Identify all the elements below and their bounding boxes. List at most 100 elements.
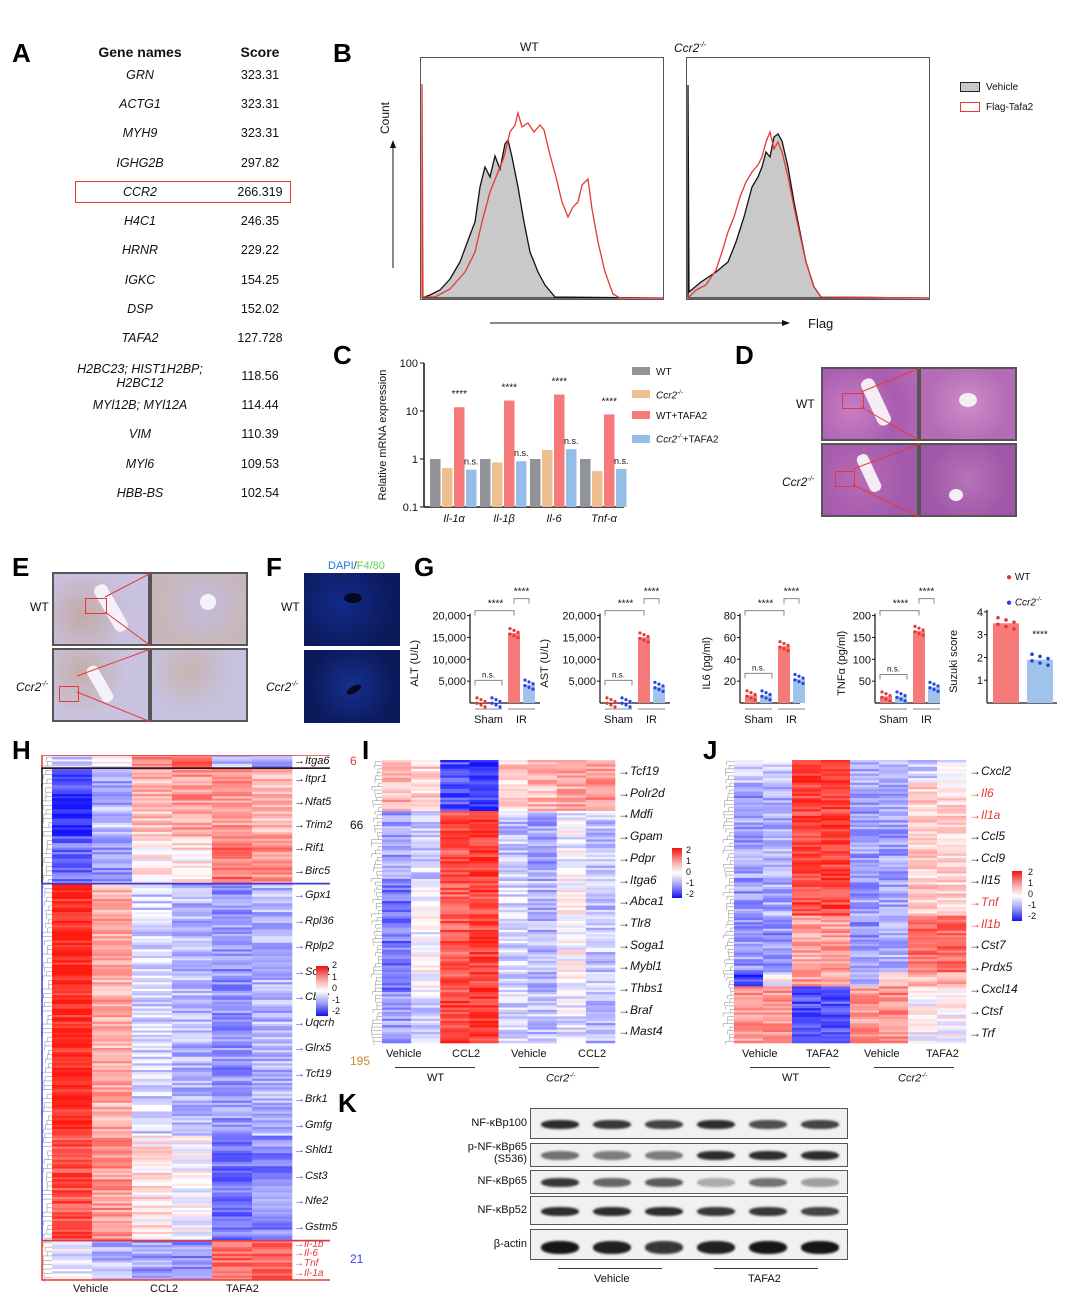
bar: [508, 633, 520, 703]
heatmap-cell: [252, 892, 293, 895]
heatmap-cell: [792, 849, 822, 852]
heatmap-cell: [212, 940, 253, 944]
heatmap-cell: [52, 1148, 93, 1152]
heatmap-cell: [212, 1238, 253, 1241]
heatmap-cell: [411, 934, 441, 937]
heatmap-cell: [92, 973, 133, 976]
zoom-box-icon: [835, 471, 855, 487]
heatmap-cell: [527, 972, 558, 975]
heatmap-cell: [132, 1124, 173, 1128]
heatmap-cell: [52, 1144, 93, 1147]
heatmap-cell: [382, 863, 412, 867]
heatmap-cell: [92, 798, 133, 801]
heatmap-cell: [92, 881, 133, 884]
heatmap-cell: [52, 1098, 93, 1101]
heatmap-cell: [132, 1216, 173, 1220]
heatmap-cell: [850, 954, 880, 958]
gene-label: →Itga6: [294, 754, 330, 767]
heatmap-cell: [132, 1238, 173, 1241]
heatmap-cell: [469, 867, 499, 871]
heatmap-cell: [132, 807, 173, 810]
heatmap-cell: [763, 939, 793, 943]
heatmap-cell: [469, 1011, 499, 1015]
heatmap-cell: [763, 900, 793, 903]
heatmap-cell: [498, 810, 528, 814]
table-row: MYH9 323.31: [60, 119, 300, 148]
heatmap-cell: [411, 795, 441, 798]
heatmap-cell: [440, 828, 470, 831]
heatmap-cell: [821, 798, 851, 801]
heatmap-cell: [908, 913, 938, 916]
heatmap-cell: [498, 969, 528, 973]
heatmap-cell: [132, 1118, 173, 1121]
arrow-icon: →: [969, 938, 981, 953]
heatmap-cell: [132, 1054, 173, 1058]
heatmap-cell: [469, 952, 499, 955]
gene-label: →Ccl5: [969, 829, 1006, 844]
heatmap-cell: [172, 1124, 213, 1128]
heatmap-cell: [469, 992, 499, 995]
heatmap-cell: [792, 773, 822, 777]
heatmap-cell: [252, 1010, 293, 1014]
heatmap-cell: [172, 787, 213, 791]
sig-bracket: [918, 598, 935, 604]
heatmap-cell: [92, 1269, 133, 1272]
heatmap-cell: [252, 1155, 293, 1158]
heatmap-cell: [411, 832, 441, 836]
heatmap-cell: [763, 846, 793, 850]
heatmap-cell: [908, 935, 938, 938]
heatmap-cell: [440, 952, 470, 955]
heatmap-cell: [792, 984, 822, 987]
heatmap-cell: [821, 904, 851, 908]
heatmap-cell: [172, 1122, 213, 1125]
heatmap-cell: [585, 887, 616, 891]
heatmap-cell: [850, 900, 880, 903]
heatmap-cell: [821, 826, 851, 830]
heatmap-cell: [734, 853, 764, 857]
heatmap-cell: [440, 775, 470, 779]
heatmap-cell: [252, 1234, 293, 1237]
heatmap-cell: [850, 961, 880, 964]
heatmap-cell: [498, 819, 528, 823]
heatmap-cell: [252, 861, 293, 864]
heatmap-cell: [585, 927, 616, 931]
heatmap-cell: [821, 766, 851, 770]
heatmap-cell: [763, 1016, 793, 1020]
heatmap-cell: [469, 835, 499, 838]
heatmap-cell: [527, 1003, 558, 1006]
heatmap-cell: [440, 852, 470, 856]
heatmap-cell: [411, 963, 441, 966]
heatmap-cell: [908, 999, 938, 1002]
heatmap-cell: [763, 988, 793, 992]
heatmap-cell: [792, 844, 822, 848]
heatmap-cell: [498, 905, 528, 909]
heatmap-cell: [763, 864, 793, 868]
heatmap-cell: [498, 1016, 528, 1019]
heatmap-cell: [212, 990, 253, 994]
heatmap-cell: [172, 1135, 213, 1139]
heatmap-cell: [469, 859, 499, 862]
heatmap-cell: [252, 1148, 293, 1152]
heatmap-cell: [172, 1188, 213, 1191]
heatmap-cell: [92, 949, 133, 952]
heatmap-cell: [763, 771, 793, 774]
heatmap-cell: [498, 1040, 528, 1044]
heatmap-cell: [469, 808, 499, 812]
heatmap-cell: [908, 842, 938, 846]
data-point: [609, 703, 613, 707]
heatmap-cell: [411, 985, 441, 988]
heatmap-cell: [52, 1076, 93, 1079]
heatmap-cell: [556, 1007, 587, 1011]
heatmap-cell: [132, 1037, 173, 1040]
heatmap-cell: [92, 1028, 133, 1031]
i-group-ccr2: Ccr2-/-: [546, 1072, 576, 1085]
heatmap-cell: [792, 813, 822, 817]
heatmap-cell: [440, 903, 470, 906]
heatmap-cell: [879, 824, 909, 828]
heatmap-cell: [382, 815, 412, 818]
heatmap-cell: [52, 1010, 93, 1014]
ns-bracket: [474, 679, 503, 686]
heatmap-cell: [908, 860, 938, 863]
heatmap-cell: [212, 840, 253, 844]
heatmap-cell: [172, 1201, 213, 1204]
